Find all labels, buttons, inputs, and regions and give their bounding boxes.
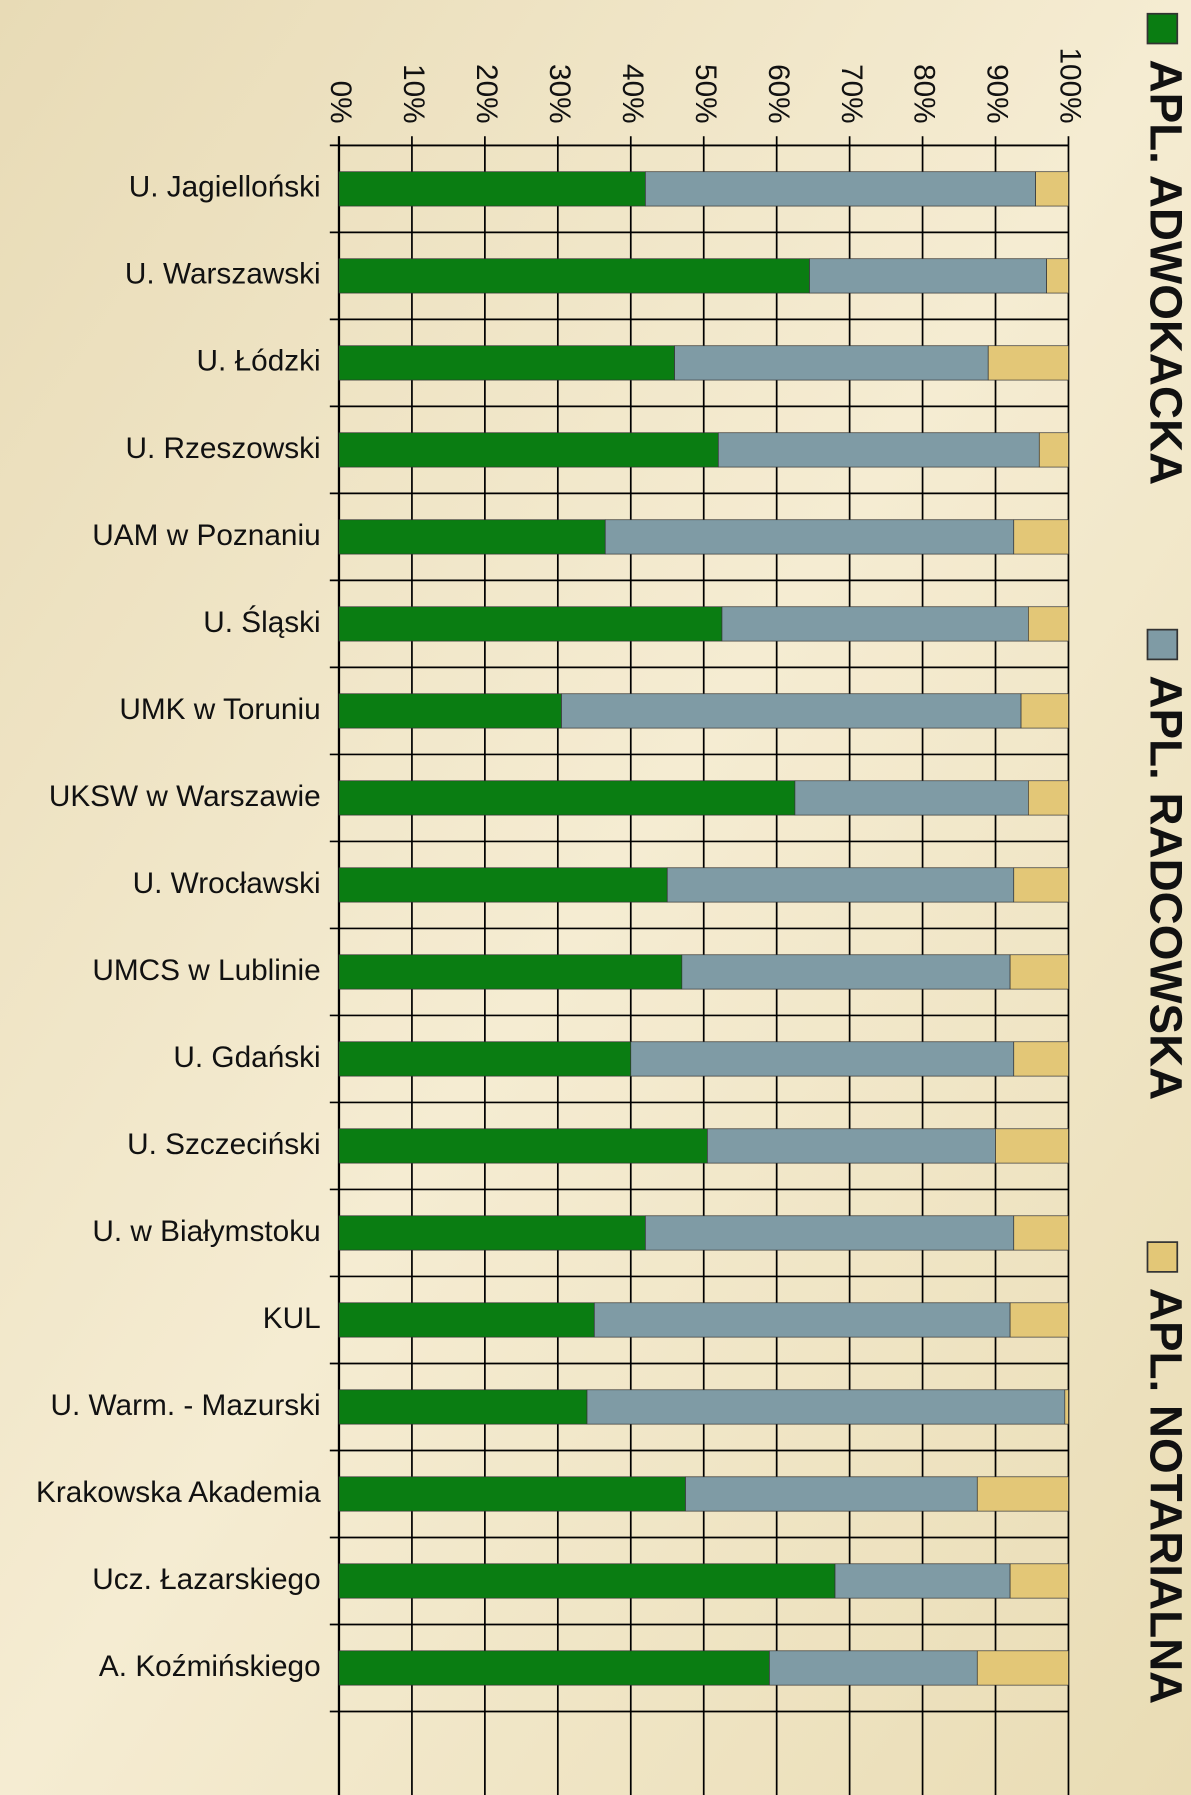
bar-segment (987, 345, 1069, 381)
category-label: UAM w Poznaniu (92, 519, 320, 552)
bar-segment (338, 519, 606, 555)
category-label: U. Warm. - Mazurski (51, 1389, 321, 1422)
bar-segment (338, 693, 562, 729)
bar-segment (794, 780, 1029, 816)
legend-swatch (1146, 1241, 1179, 1273)
bar-segment (674, 345, 989, 381)
bar-segment (717, 432, 1040, 468)
bar-segment (1035, 171, 1069, 207)
bar-segment (338, 1302, 595, 1338)
bar-segment (976, 1476, 1069, 1512)
bar-segment (338, 780, 796, 816)
bar-segment (1064, 1389, 1069, 1425)
bar-segment (630, 1041, 1015, 1077)
category-label: UKSW w Warszawie (49, 780, 321, 813)
legend-label: APL. RADCOWSKA (1140, 675, 1191, 1100)
x-tick-label: 70% (835, 64, 868, 124)
category-label: KUL (263, 1302, 321, 1335)
bar-segment (707, 1128, 996, 1164)
bar-segment (604, 519, 1015, 555)
x-tick-label: 60% (762, 64, 795, 124)
bar-segment (666, 867, 1015, 903)
bar-segment (338, 171, 646, 207)
category-label: U. w Białymstoku (92, 1215, 320, 1248)
category-label: U. Wrocławski (133, 867, 321, 900)
bar-segment (338, 432, 719, 468)
legend-label: APL. ADWOKACKA (1140, 60, 1191, 486)
bar-segment (1013, 519, 1069, 555)
bar-segment (1013, 1215, 1069, 1251)
bar-segment (338, 1215, 646, 1251)
bar-segment (338, 258, 810, 294)
bar-segment (338, 345, 675, 381)
bar-segment (338, 606, 723, 642)
category-label: U. Rzeszowski (125, 432, 320, 465)
bar-segment (721, 606, 1029, 642)
bar-segment (995, 1128, 1069, 1164)
category-label: U. Jagielloński (129, 171, 321, 204)
bar-segment (1020, 693, 1069, 729)
x-tick-label: 40% (616, 64, 649, 124)
x-tick-label: 10% (397, 64, 430, 124)
x-tick-label: 100% (1054, 48, 1087, 124)
bar-segment (338, 1650, 770, 1686)
plot: 0% 10% 20% 30% 40% 50% 60% 70% 80% 90% 100% U. Jagi… (36, 12, 1191, 1795)
bar-segment (1028, 780, 1069, 816)
category-label: UMK w Toruniu (119, 693, 320, 726)
bar-segment (1013, 867, 1069, 903)
category-label: Ucz. Łazarskiego (92, 1563, 320, 1596)
bar-segment (1009, 1302, 1069, 1338)
x-tick-label: 30% (543, 64, 576, 124)
category-label: A. Koźmińskiego (99, 1650, 321, 1683)
bar-segment (685, 1476, 978, 1512)
bar-segment (338, 1563, 836, 1599)
bar-segment (338, 1041, 632, 1077)
bar-segment (1009, 1563, 1069, 1599)
x-tick-label: 0% (324, 81, 357, 124)
bar-segment (1046, 258, 1069, 294)
bar-segment (593, 1302, 1011, 1338)
x-tick-label: 50% (689, 64, 722, 124)
bar-segment (645, 1215, 1015, 1251)
bar-segment (681, 954, 1011, 990)
bar-segment (1009, 954, 1069, 990)
category-label: U. Warszawski (125, 258, 321, 291)
x-tick-label: 20% (470, 64, 503, 124)
bar-segment (645, 171, 1036, 207)
x-tick-label: 80% (908, 64, 941, 124)
category-label: U. Śląski (203, 605, 320, 639)
bar-segment (976, 1650, 1069, 1686)
bar-segment (1038, 432, 1069, 468)
legend-swatch (1146, 628, 1179, 661)
bar-segment (338, 1476, 686, 1512)
bar-segment (561, 693, 1022, 729)
bar-segment (834, 1563, 1011, 1599)
x-tick-label: 90% (981, 64, 1014, 124)
category-label: UMCS w Lublinie (92, 954, 320, 987)
bar-segment (769, 1650, 978, 1686)
bar-segment (586, 1389, 1066, 1425)
legend-swatch (1146, 12, 1179, 45)
legend-label: APL. NOTARIALNA (1140, 1288, 1191, 1704)
bar-segment (1013, 1041, 1069, 1077)
bar-segment (338, 1389, 588, 1425)
category-label: U. Szczeciński (127, 1128, 321, 1161)
category-label: Krakowska Akademia (36, 1476, 321, 1509)
category-label: U. Łódzki (197, 345, 321, 378)
bar-segment (338, 1128, 708, 1164)
bar-segment (338, 867, 668, 903)
category-label: U. Gdański (173, 1041, 320, 1074)
bar-segment (1028, 606, 1069, 642)
bar-segment (809, 258, 1047, 294)
bar-segment (338, 954, 683, 990)
